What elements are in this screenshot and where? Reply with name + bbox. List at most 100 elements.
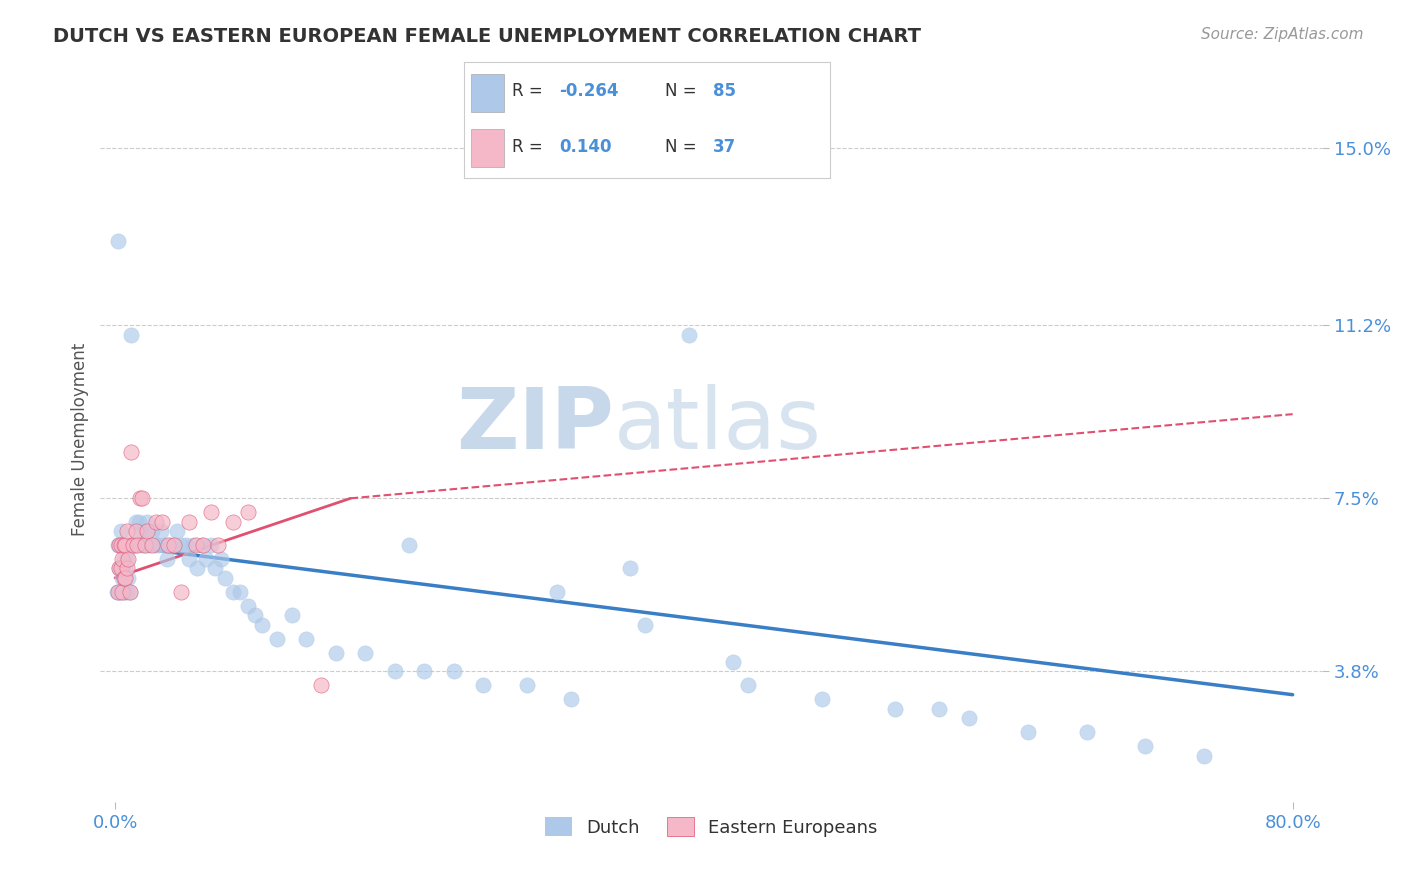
Point	[354, 646, 377, 660]
Text: 85: 85	[713, 82, 735, 101]
Text: ZIP: ZIP	[456, 384, 613, 467]
Legend: Dutch, Eastern Europeans: Dutch, Eastern Europeans	[537, 810, 884, 844]
Text: R =: R =	[512, 137, 547, 155]
Point	[110, 524, 132, 538]
Point	[170, 584, 193, 599]
Point	[737, 678, 759, 692]
Point	[723, 655, 745, 669]
Point	[174, 538, 197, 552]
Point	[236, 599, 259, 613]
Point	[120, 327, 142, 342]
Text: -0.264: -0.264	[560, 82, 619, 101]
Point	[957, 711, 980, 725]
Point	[152, 538, 174, 552]
Point	[118, 584, 141, 599]
Point	[398, 538, 420, 552]
Point	[120, 444, 142, 458]
Point	[108, 538, 131, 552]
Point	[200, 505, 222, 519]
Point	[127, 538, 149, 552]
Point	[149, 524, 172, 538]
Text: 37: 37	[713, 137, 735, 155]
Point	[928, 702, 950, 716]
Point	[193, 538, 215, 552]
Point	[108, 561, 131, 575]
Point	[108, 584, 131, 599]
Point	[105, 584, 128, 599]
Point	[131, 491, 153, 506]
Point	[177, 552, 200, 566]
Text: DUTCH VS EASTERN EUROPEAN FEMALE UNEMPLOYMENT CORRELATION CHART: DUTCH VS EASTERN EUROPEAN FEMALE UNEMPLO…	[53, 27, 921, 45]
Point	[229, 584, 252, 599]
Point	[131, 538, 153, 552]
Point	[110, 561, 132, 575]
Point	[117, 552, 139, 566]
Point	[634, 617, 657, 632]
FancyBboxPatch shape	[471, 74, 505, 112]
Point	[145, 515, 167, 529]
Point	[112, 552, 135, 566]
Point	[108, 561, 131, 575]
Point	[207, 538, 229, 552]
Point	[163, 538, 186, 552]
Point	[114, 584, 136, 599]
Point	[472, 678, 495, 692]
Point	[163, 538, 186, 552]
Point	[413, 665, 436, 679]
Point	[443, 665, 465, 679]
Point	[138, 538, 160, 552]
Point	[107, 538, 129, 552]
Point	[384, 665, 406, 679]
Point	[184, 538, 207, 552]
Point	[266, 632, 288, 646]
Text: N =: N =	[665, 137, 702, 155]
Point	[1017, 725, 1039, 739]
Text: R =: R =	[512, 82, 547, 101]
Point	[186, 561, 208, 575]
Point	[111, 571, 134, 585]
Point	[118, 538, 141, 552]
Text: 0.140: 0.140	[560, 137, 612, 155]
Point	[209, 552, 232, 566]
Text: atlas: atlas	[613, 384, 821, 467]
Point	[114, 571, 136, 585]
Point	[143, 538, 166, 552]
Point	[141, 538, 163, 552]
Point	[243, 608, 266, 623]
Point	[110, 538, 132, 552]
Point	[136, 515, 159, 529]
Point	[134, 538, 156, 552]
Point	[129, 524, 152, 538]
Point	[195, 552, 218, 566]
Point	[122, 538, 145, 552]
Point	[141, 524, 163, 538]
Point	[252, 617, 274, 632]
Point	[214, 571, 236, 585]
Point	[204, 561, 226, 575]
Point	[124, 515, 146, 529]
Point	[115, 524, 138, 538]
Point	[112, 538, 135, 552]
Point	[166, 524, 188, 538]
Y-axis label: Female Unemployment: Female Unemployment	[72, 343, 89, 536]
Text: N =: N =	[665, 82, 702, 101]
Point	[1076, 725, 1098, 739]
Point	[150, 515, 173, 529]
Point	[619, 561, 641, 575]
Point	[222, 515, 245, 529]
Point	[159, 538, 181, 552]
Point	[124, 524, 146, 538]
Point	[135, 524, 157, 538]
Point	[112, 571, 135, 585]
Point	[121, 538, 143, 552]
Point	[546, 584, 568, 599]
Point	[134, 538, 156, 552]
Point	[111, 584, 134, 599]
Point	[107, 584, 129, 599]
Point	[177, 515, 200, 529]
Point	[884, 702, 907, 716]
Point	[114, 538, 136, 552]
Point	[111, 552, 134, 566]
Point	[117, 538, 139, 552]
Point	[117, 571, 139, 585]
